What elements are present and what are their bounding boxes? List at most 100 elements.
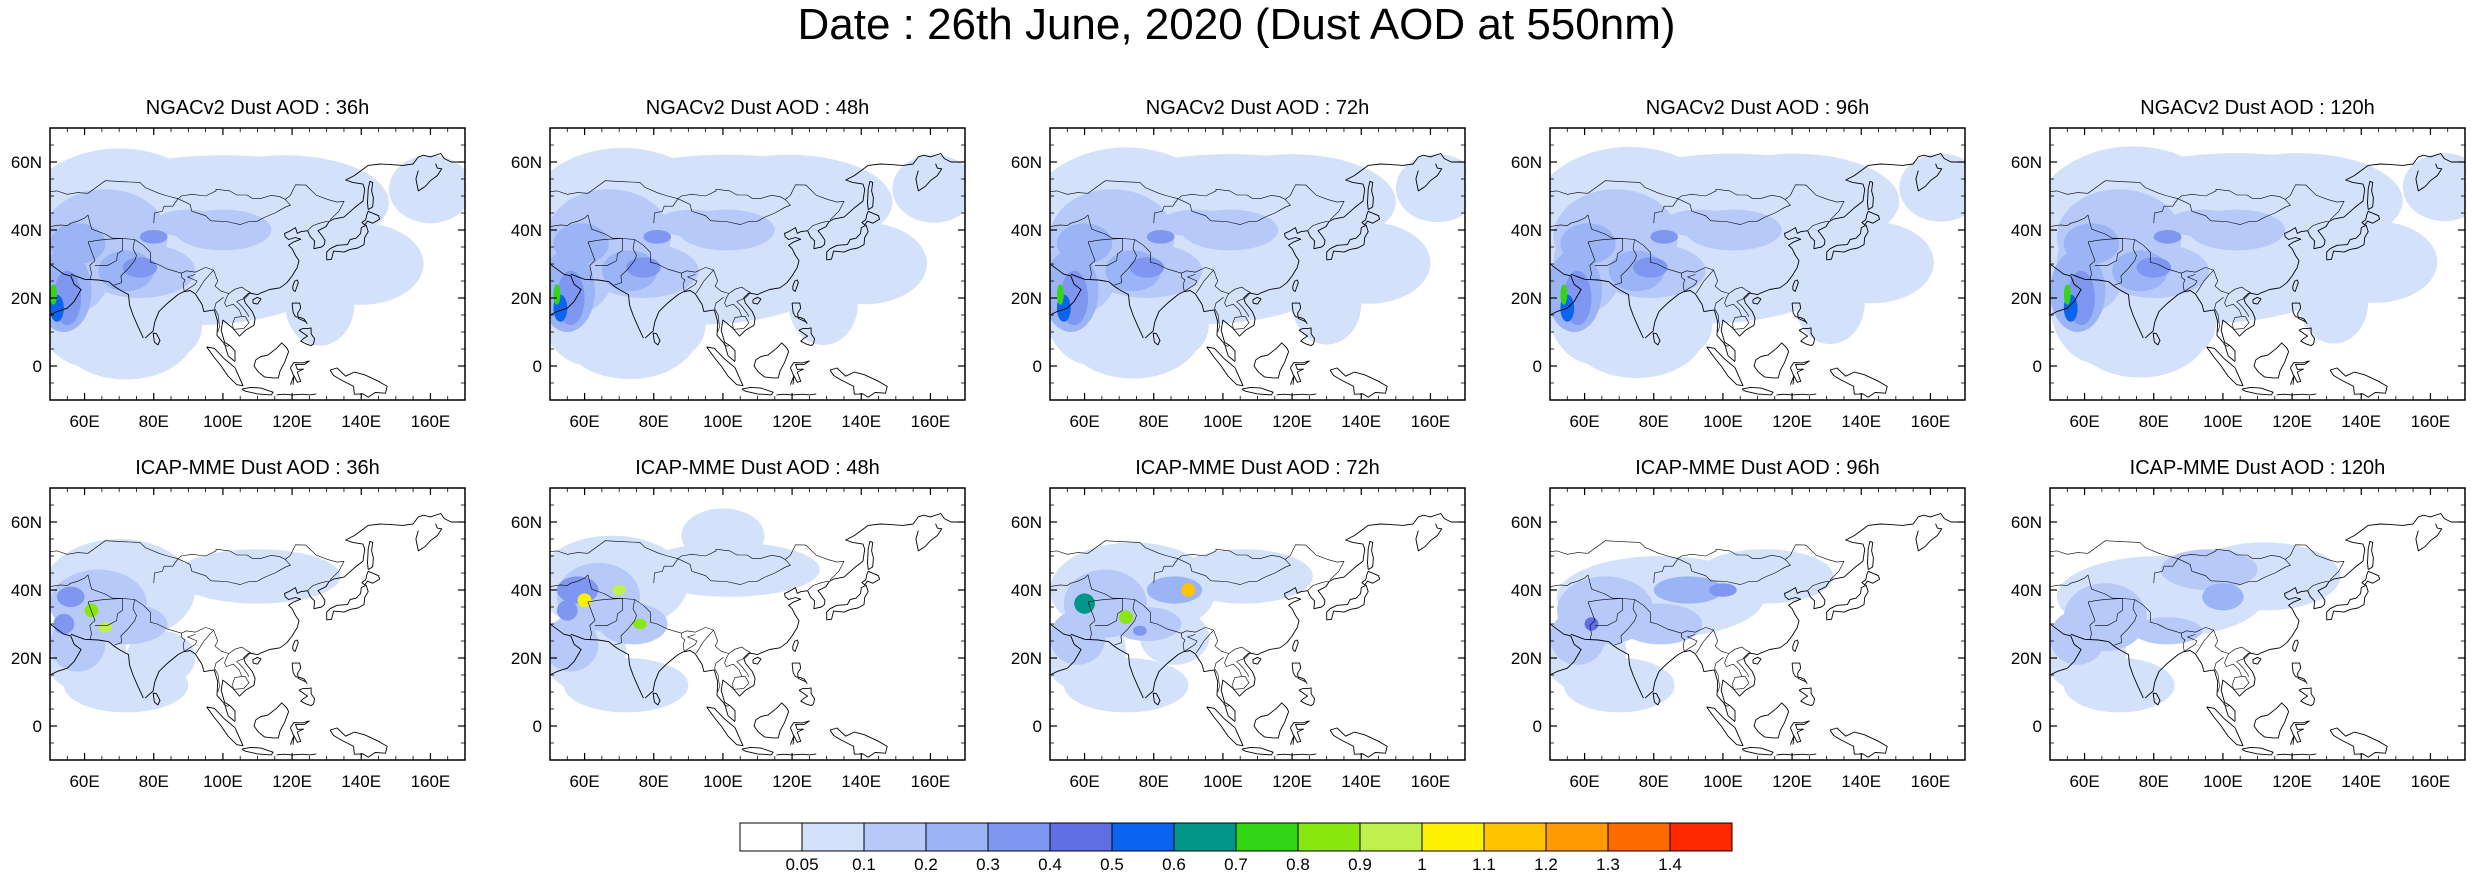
aod-region xyxy=(556,600,578,621)
dust-aod-field xyxy=(2050,513,2465,758)
aod-region xyxy=(50,284,57,305)
aod-region xyxy=(1899,153,1965,222)
coastlines xyxy=(1550,513,1965,758)
coastlines xyxy=(2050,153,2465,398)
map-panel-icap-mme-120h: ICAP-MME Dust AOD : 120h 60E 80E 100E 120E 14… xyxy=(2011,457,2466,791)
x-tick-label: 100E xyxy=(703,772,743,791)
map-panel-icap-mme-96h: ICAP-MME Dust AOD : 96h 60E 80E 100E 120E 140… xyxy=(1511,457,1966,791)
y-tick-label: 40N xyxy=(1511,221,1542,240)
x-tick-label: 60E xyxy=(69,772,99,791)
aod-region xyxy=(1146,230,1175,244)
map-panel-icap-mme-36h: ICAP-MME Dust AOD : 36h 60E 80E 100E 120E 140… xyxy=(11,457,466,791)
y-tick-label: 0 xyxy=(1533,357,1542,376)
x-tick-label: 120E xyxy=(2272,772,2312,791)
y-tick-label: 60N xyxy=(2011,153,2042,172)
aod-region xyxy=(612,584,627,596)
y-tick-label: 40N xyxy=(1511,581,1542,600)
x-tick-label: 80E xyxy=(1639,412,1669,431)
colorbar-label: 0.1 xyxy=(852,855,876,874)
coastlines xyxy=(1550,153,1965,398)
x-tick-label: 100E xyxy=(1703,412,1743,431)
x-tick-label: 60E xyxy=(569,412,599,431)
x-tick-label: 80E xyxy=(1639,772,1669,791)
x-tick-label: 60E xyxy=(569,772,599,791)
x-tick-label: 120E xyxy=(1272,412,1312,431)
country-borders xyxy=(1050,540,1345,707)
aod-region xyxy=(633,618,647,630)
colorbar-label: 0.9 xyxy=(1348,855,1372,874)
panel-title: NGACv2 Dust AOD : 36h xyxy=(146,97,369,119)
x-tick-label: 160E xyxy=(911,772,951,791)
x-tick-label: 140E xyxy=(841,412,881,431)
colorbar-label: 1 xyxy=(1417,855,1426,874)
dust-aod-field xyxy=(1550,513,1965,758)
dust-aod-field xyxy=(1050,513,1465,758)
aod-region xyxy=(98,155,348,224)
colorbar-swatch xyxy=(925,822,989,852)
coastlines xyxy=(1050,153,1465,398)
country-borders xyxy=(1550,540,1845,707)
colorbar-swatch xyxy=(1111,822,1175,852)
aod-region xyxy=(1709,583,1737,597)
x-tick-label: 140E xyxy=(341,412,381,431)
aod-region xyxy=(626,257,661,278)
colorbar-label: 1.1 xyxy=(1472,855,1496,874)
coastlines xyxy=(550,153,965,398)
y-tick-label: 60N xyxy=(1511,513,1542,532)
aod-region xyxy=(636,290,706,359)
x-tick-label: 160E xyxy=(2411,412,2451,431)
colorbar-swatch xyxy=(1483,822,1547,852)
x-tick-label: 120E xyxy=(1772,412,1812,431)
panel-title: NGACv2 Dust AOD : 72h xyxy=(1146,97,1369,119)
x-tick-label: 60E xyxy=(2069,772,2099,791)
x-tick-label: 120E xyxy=(1272,772,1312,791)
aod-region xyxy=(1063,658,1189,713)
colorbar-swatch xyxy=(739,822,803,852)
aod-region xyxy=(1105,154,1355,223)
panel-title: ICAP-MME Dust AOD : 36h xyxy=(135,457,380,479)
y-tick-label: 60N xyxy=(1011,513,1042,532)
aod-region xyxy=(1056,284,1064,305)
panel-title: NGACv2 Dust AOD : 120h xyxy=(2140,97,2375,119)
x-tick-label: 160E xyxy=(1411,772,1451,791)
aod-region xyxy=(1074,593,1095,614)
aod-region xyxy=(50,223,106,264)
country-borders xyxy=(2050,180,2345,347)
x-tick-label: 60E xyxy=(1069,412,1099,431)
aod-region xyxy=(2202,583,2244,611)
x-tick-label: 120E xyxy=(772,772,812,791)
colorbar-label: 0.4 xyxy=(1038,855,1062,874)
aod-region xyxy=(2402,153,2465,222)
x-tick-label: 60E xyxy=(69,412,99,431)
dust-aod-field xyxy=(1550,146,1965,398)
y-tick-label: 20N xyxy=(1011,649,1042,668)
x-tick-label: 120E xyxy=(272,412,312,431)
map-panel-ngacv2-48h: NGACv2 Dust AOD : 48h 60E 80E 100E 120E 140E 1… xyxy=(511,97,966,431)
aod-region xyxy=(2153,230,2182,244)
aod-region xyxy=(174,209,272,251)
y-tick-label: 20N xyxy=(511,289,542,308)
aod-region xyxy=(56,586,85,607)
x-tick-label: 120E xyxy=(272,772,312,791)
x-tick-label: 100E xyxy=(203,412,243,431)
dust-aod-field xyxy=(550,147,965,398)
aod-region xyxy=(892,154,965,223)
aod-region xyxy=(388,155,465,224)
y-tick-label: 0 xyxy=(2033,717,2042,736)
aod-region xyxy=(139,230,168,244)
aod-region xyxy=(1119,610,1133,624)
x-tick-label: 60E xyxy=(1569,412,1599,431)
colorbar-label: 0.5 xyxy=(1100,855,1124,874)
x-tick-label: 80E xyxy=(1139,412,1169,431)
x-tick-label: 100E xyxy=(703,412,743,431)
y-tick-label: 60N xyxy=(511,153,542,172)
x-tick-label: 60E xyxy=(1569,772,1599,791)
colorbar-label: 1.3 xyxy=(1596,855,1620,874)
x-tick-label: 80E xyxy=(2139,412,2169,431)
country-borders xyxy=(2050,540,2345,707)
colorbar-swatch xyxy=(987,822,1051,852)
x-tick-label: 160E xyxy=(1911,412,1951,431)
y-tick-label: 60N xyxy=(11,153,42,172)
aod-region xyxy=(1563,658,1675,713)
